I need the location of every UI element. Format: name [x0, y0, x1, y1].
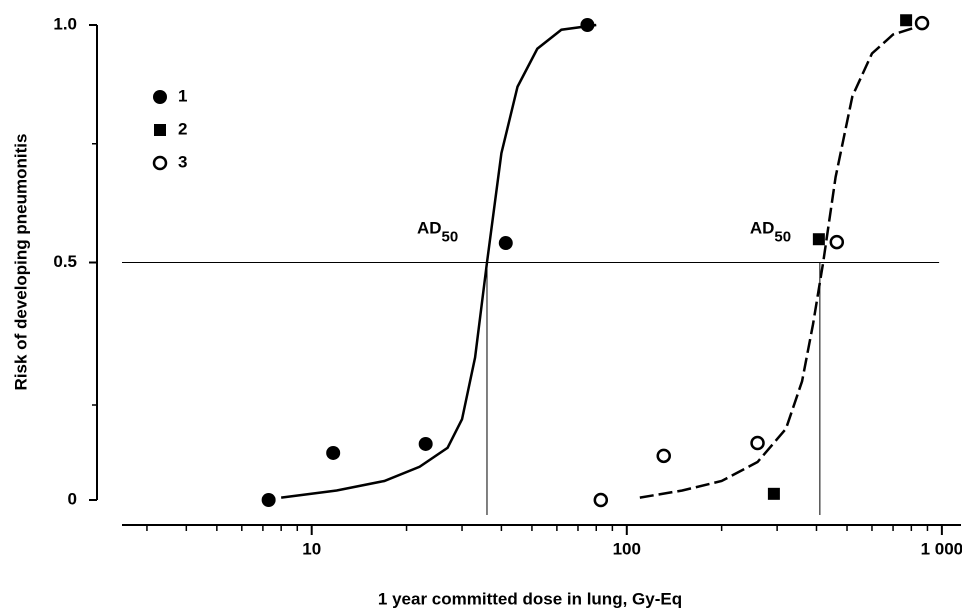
annotation-text: AD — [417, 219, 442, 238]
marker — [580, 18, 595, 32]
marker — [326, 445, 341, 460]
annotation-text: AD — [750, 219, 775, 238]
y-tick-label: 1.0 — [53, 14, 77, 33]
marker — [656, 448, 671, 464]
marker — [767, 487, 780, 500]
annotation: AD50 — [417, 219, 458, 245]
fit-curve — [281, 23, 597, 499]
marker — [498, 236, 513, 251]
legend-marker — [152, 155, 168, 171]
marker — [418, 436, 433, 451]
annotation-subscript: 50 — [442, 228, 459, 245]
marker — [750, 435, 765, 451]
legend-label: 2 — [178, 119, 187, 138]
x-tick-label: 1 000 — [921, 539, 962, 558]
x-tick-label: 100 — [613, 539, 641, 558]
marker — [914, 15, 930, 31]
y-tick-label: 0 — [68, 489, 77, 508]
x-axis-label: 1 year committed dose in lung, Gy-Eq — [378, 589, 682, 608]
legend-label: 1 — [178, 86, 187, 105]
legend-marker — [154, 124, 166, 136]
marker — [812, 233, 825, 246]
annotation-subscript: 50 — [774, 228, 791, 245]
marker — [900, 14, 913, 27]
x-tick-label: 10 — [302, 539, 321, 558]
annotation: AD50 — [750, 219, 791, 245]
legend-label: 3 — [178, 152, 187, 171]
y-axis-label: Risk of developing pneumonitis — [11, 134, 30, 391]
marker — [593, 492, 609, 508]
legend-marker — [153, 90, 167, 104]
marker — [261, 493, 276, 507]
y-tick-label: 0.5 — [53, 252, 77, 271]
marker — [829, 234, 845, 250]
fit-curve — [639, 23, 924, 499]
